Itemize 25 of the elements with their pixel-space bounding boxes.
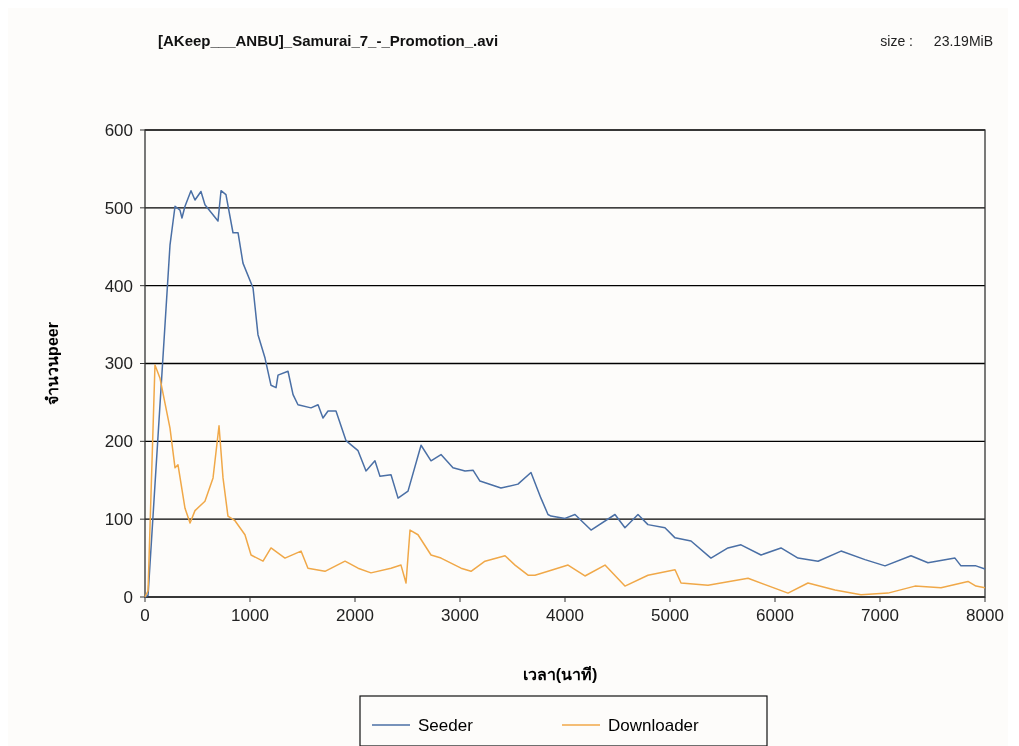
y-tick-label: 500 [104,198,133,218]
text: size : [880,33,913,49]
x-tick-label: 3000 [441,606,479,625]
y-tick-label: 600 [104,120,133,140]
y-tick-label: 100 [104,510,133,530]
x-tick-label: 1000 [231,606,269,625]
text: 23.19MiB [933,33,993,49]
y-tick-label: 200 [104,432,133,452]
y-axis-title: จำนวนpeer [44,322,61,405]
chart-title: [AKeep___ANBU]_Samurai_7_-_Promotion_.avi [158,32,499,49]
line-series [144,189,986,598]
y-tick-label: 300 [104,354,133,374]
x-tick-label: 4000 [546,606,584,625]
x-tick-label: 7000 [861,606,899,625]
y-tick-label: 400 [104,276,133,296]
y-tick-label: 0 [123,587,133,607]
legend-label: Downloader [608,715,700,735]
x-tick-label: 5000 [651,606,689,625]
x-tick-label: 6000 [756,606,794,625]
legend-label: Seeder [418,715,474,735]
x-axis-title: เวลา(นาที) [522,665,598,683]
x-tick-label: 8000 [966,606,1004,625]
line-series [144,364,986,598]
x-tick-label: 2000 [336,606,374,625]
x-tick-label: 0 [140,606,150,625]
